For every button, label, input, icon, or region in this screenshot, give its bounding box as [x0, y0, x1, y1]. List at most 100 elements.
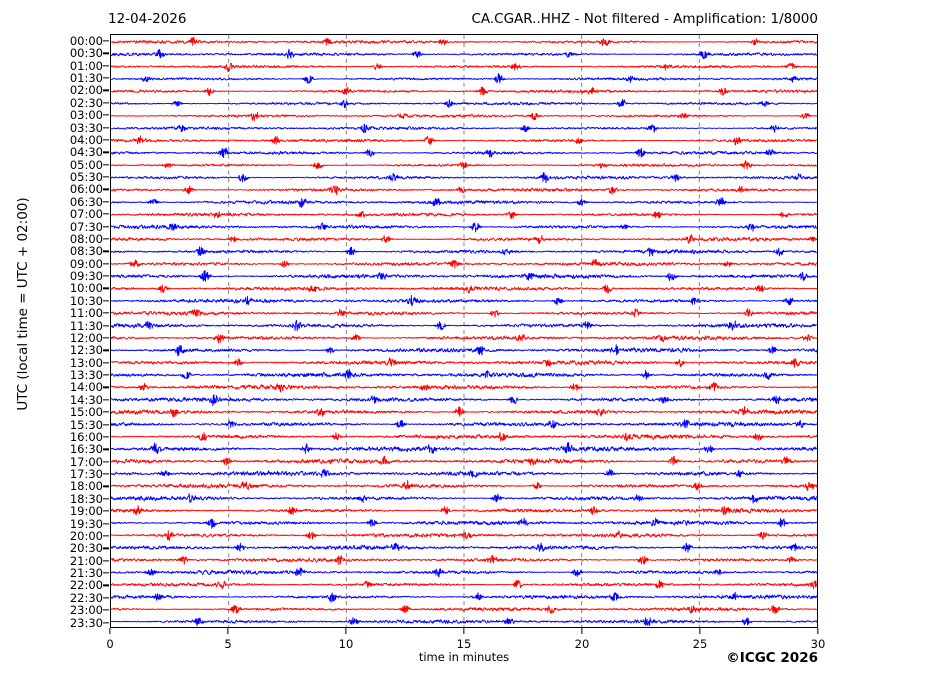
- trace-line: [111, 368, 817, 381]
- y-tick-mark: [103, 411, 109, 413]
- trace-line: [111, 382, 817, 393]
- grid-lines: [228, 35, 700, 627]
- x-tick-mark: [109, 628, 111, 634]
- y-tick-label: 15:30: [69, 417, 103, 432]
- y-tick-mark: [103, 448, 109, 450]
- y-tick-label: 00:30: [69, 46, 103, 61]
- y-tick-mark: [103, 436, 109, 438]
- y-tick-mark: [103, 213, 109, 215]
- trace-line: [111, 259, 817, 269]
- y-tick-mark: [103, 139, 109, 141]
- y-tick-label: 16:30: [69, 442, 103, 457]
- y-tick-label: 14:30: [69, 392, 103, 407]
- x-tick-label: 10: [338, 637, 354, 651]
- trace-line: [111, 479, 817, 492]
- y-tick-mark: [103, 423, 109, 426]
- trace-line: [111, 579, 817, 590]
- y-tick-label: 03:00: [69, 108, 103, 123]
- y-tick-label: 07:00: [69, 207, 103, 222]
- y-tick-mark: [103, 65, 109, 67]
- trace-line: [111, 135, 817, 146]
- y-tick-mark: [103, 176, 109, 178]
- trace-line: [111, 333, 817, 344]
- y-tick-label: 09:00: [69, 256, 103, 271]
- trace-line: [111, 246, 817, 257]
- trace-line: [111, 617, 817, 627]
- trace-line: [111, 308, 817, 318]
- trace-line: [111, 406, 817, 418]
- y-tick-label: 01:00: [69, 58, 103, 73]
- y-tick-label: 18:30: [69, 491, 103, 506]
- y-tick-mark: [103, 374, 109, 376]
- trace-line: [111, 123, 817, 134]
- trace-line: [111, 517, 817, 529]
- y-tick-label: 09:30: [69, 269, 103, 284]
- y-tick-label: 13:30: [69, 368, 103, 383]
- y-axis-tick-labels: 00:00 00:30 01:00 01:30 02:00 02:30 03:00 03:30…: [38, 33, 103, 630]
- chart-station-title: CA.CGAR..HHZ - Not filtered - Amplificat…: [471, 11, 818, 27]
- trace-line: [111, 62, 817, 73]
- y-tick-mark: [103, 498, 109, 500]
- y-tick-label: 19:00: [69, 504, 103, 519]
- trace-line: [111, 468, 817, 478]
- y-tick-mark: [103, 40, 109, 42]
- trace-line: [111, 234, 817, 245]
- y-axis-tick-marks: [0, 34, 110, 628]
- x-tick-mark: [345, 628, 347, 634]
- trace-line: [111, 591, 817, 603]
- y-tick-label: 21:30: [69, 566, 103, 581]
- y-tick-mark: [103, 250, 109, 252]
- y-tick-label: 18:00: [69, 479, 103, 494]
- y-tick-mark: [103, 238, 109, 240]
- y-tick-mark: [103, 201, 109, 203]
- y-tick-mark: [103, 584, 109, 587]
- y-tick-label: 23:30: [69, 615, 103, 630]
- trace-line: [111, 172, 817, 184]
- y-tick-label: 23:00: [69, 603, 103, 618]
- x-tick-mark: [699, 628, 701, 634]
- y-tick-mark: [103, 188, 109, 191]
- x-axis-title: time in minutes: [418, 650, 510, 664]
- y-tick-mark: [103, 535, 109, 537]
- chart-date-label: 12-04-2026: [108, 11, 187, 27]
- y-tick-mark: [103, 312, 109, 314]
- y-tick-mark: [103, 473, 109, 475]
- y-tick-label: 03:30: [69, 120, 103, 135]
- y-tick-label: 08:30: [69, 244, 103, 259]
- y-tick-mark: [103, 349, 109, 351]
- y-tick-mark: [103, 386, 109, 389]
- y-tick-label: 17:00: [69, 454, 103, 469]
- y-tick-label: 20:30: [69, 541, 103, 556]
- y-tick-label: 10:30: [69, 293, 103, 308]
- x-tick-label: 0: [106, 637, 114, 651]
- y-tick-mark: [103, 547, 109, 549]
- trace-line: [111, 554, 817, 565]
- y-tick-mark: [103, 399, 109, 401]
- trace-line: [111, 493, 817, 504]
- y-tick-mark: [103, 510, 109, 512]
- trace-line: [111, 295, 817, 307]
- x-tick-mark: [227, 628, 229, 634]
- y-tick-label: 10:00: [69, 281, 103, 296]
- trace-line: [111, 357, 817, 368]
- trace-line: [111, 455, 817, 466]
- y-tick-label: 00:00: [69, 33, 103, 48]
- trace-line: [111, 542, 817, 553]
- y-tick-label: 08:00: [69, 231, 103, 246]
- y-tick-label: 15:00: [69, 405, 103, 420]
- trace-line: [111, 530, 817, 542]
- y-tick-mark: [103, 275, 109, 277]
- trace-line: [111, 160, 817, 170]
- trace-line: [111, 197, 817, 209]
- plot-area: [110, 34, 818, 628]
- y-tick-label: 22:30: [69, 590, 103, 605]
- seismic-traces: [111, 36, 817, 627]
- y-tick-mark: [103, 151, 109, 153]
- y-tick-label: 02:00: [69, 83, 103, 98]
- trace-line: [111, 269, 817, 282]
- y-tick-mark: [103, 485, 109, 488]
- trace-line: [111, 319, 817, 332]
- y-tick-mark: [103, 609, 109, 611]
- y-tick-label: 01:30: [69, 71, 103, 86]
